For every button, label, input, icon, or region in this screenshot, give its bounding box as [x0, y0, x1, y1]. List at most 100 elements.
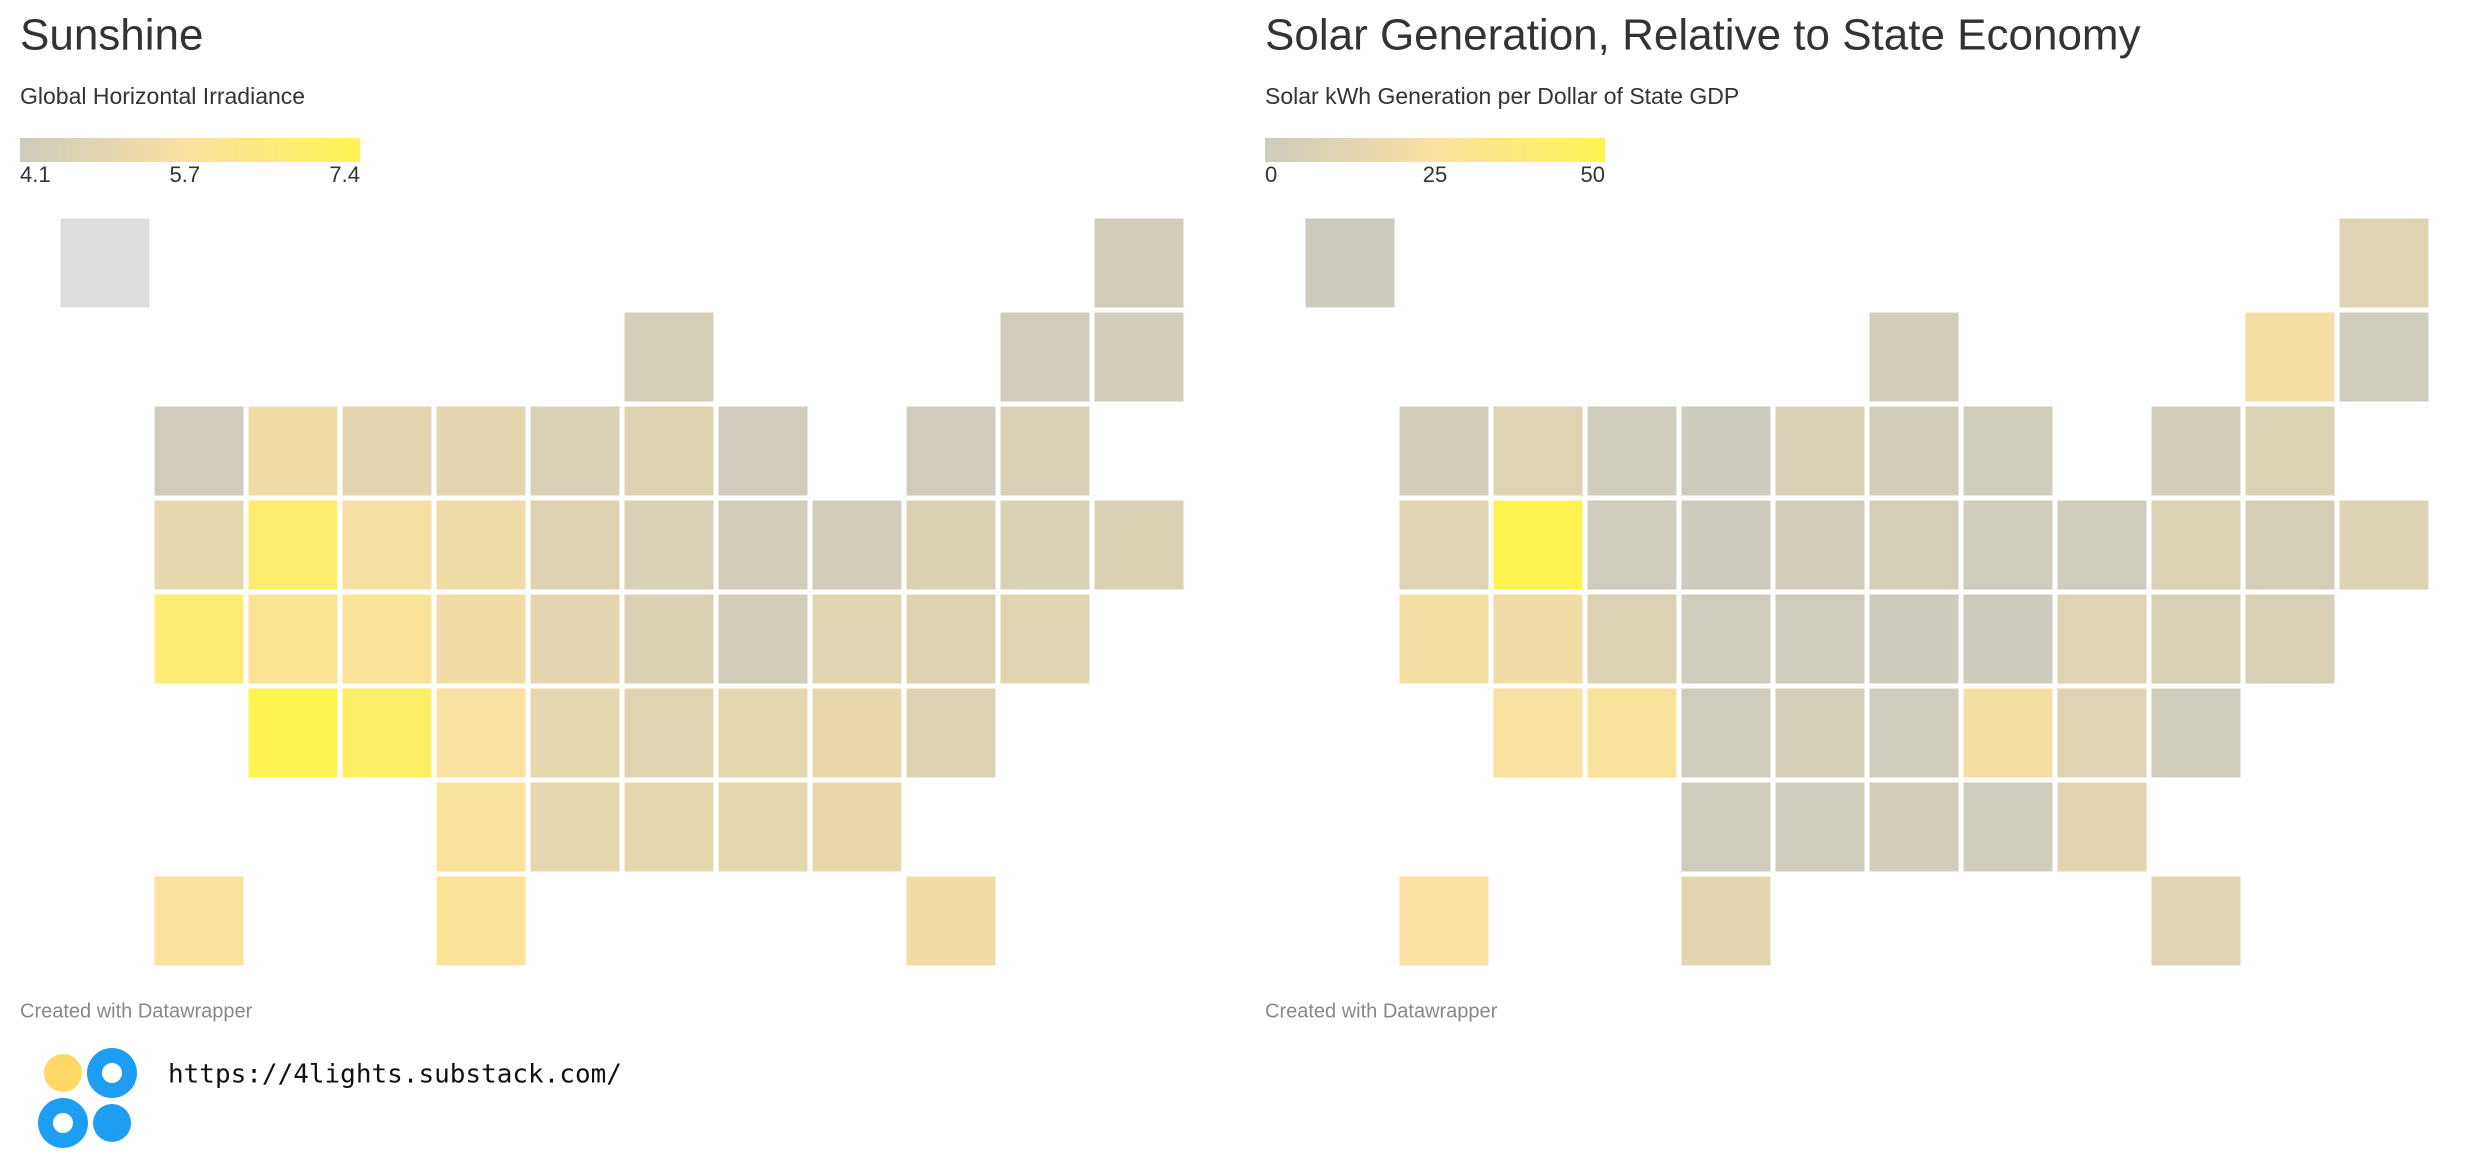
state-tile — [2150, 499, 2242, 591]
state-tile — [1586, 405, 1678, 497]
state-tile — [717, 781, 809, 873]
state-tile — [1680, 593, 1772, 685]
state-tile — [623, 405, 715, 497]
state-tile — [1398, 875, 1490, 967]
state-tile — [435, 593, 527, 685]
state-tile — [717, 593, 809, 685]
state-tile — [1774, 499, 1866, 591]
state-tile — [2056, 593, 2148, 685]
state-tile — [717, 405, 809, 497]
map-subtitle: Solar kWh Generation per Dollar of State… — [1265, 83, 1739, 109]
state-tile — [247, 499, 339, 591]
state-tile — [435, 405, 527, 497]
state-tile — [1586, 687, 1678, 779]
state-tile — [1962, 499, 2054, 591]
state-tile — [247, 405, 339, 497]
state-tile — [435, 781, 527, 873]
logo-dot — [44, 1054, 82, 1092]
state-tile — [1093, 499, 1185, 591]
state-tile — [1774, 405, 1866, 497]
state-tile — [1680, 405, 1772, 497]
legend-bar — [20, 138, 360, 162]
state-tile — [1492, 499, 1584, 591]
state-tile — [1962, 405, 2054, 497]
legend-tick-label: 4.1 — [20, 162, 51, 187]
state-tile — [2244, 405, 2336, 497]
state-tile — [1680, 499, 1772, 591]
state-tile — [1492, 405, 1584, 497]
map-title: Solar Generation, Relative to State Econ… — [1265, 11, 2141, 60]
state-tile — [1680, 781, 1772, 873]
state-tile — [2056, 781, 2148, 873]
state-tile — [59, 217, 151, 309]
state-tile — [435, 875, 527, 967]
state-tile — [435, 687, 527, 779]
state-tile — [1492, 687, 1584, 779]
state-tile — [623, 499, 715, 591]
state-tile — [1774, 781, 1866, 873]
state-tile — [153, 875, 245, 967]
state-tile — [999, 405, 1091, 497]
state-tile — [1868, 781, 1960, 873]
state-tile — [2056, 499, 2148, 591]
state-tile — [529, 593, 621, 685]
state-tile — [1962, 781, 2054, 873]
logo-dot — [53, 1113, 73, 1133]
state-tile — [529, 405, 621, 497]
map-subtitle: Global Horizontal Irradiance — [20, 83, 305, 109]
logo-dot — [93, 1104, 131, 1142]
legend-bar — [1265, 138, 1605, 162]
legend-tick-label: 50 — [1581, 162, 1605, 187]
state-tile — [1868, 687, 1960, 779]
state-tile — [1868, 499, 1960, 591]
state-tile — [1398, 499, 1490, 591]
state-tile — [1304, 217, 1396, 309]
state-tile — [153, 405, 245, 497]
state-tile — [247, 687, 339, 779]
map-title: Sunshine — [20, 11, 203, 60]
state-tile — [2150, 687, 2242, 779]
state-tile — [529, 499, 621, 591]
map-panel: Solar Generation, Relative to State Econ… — [1265, 11, 2430, 1022]
state-tile — [1868, 311, 1960, 403]
state-tile — [1962, 593, 2054, 685]
state-tile — [2244, 593, 2336, 685]
state-tile — [1868, 405, 1960, 497]
state-tile — [1492, 593, 1584, 685]
state-tile — [435, 499, 527, 591]
state-tile — [1586, 499, 1678, 591]
state-tile — [341, 499, 433, 591]
state-tile — [999, 499, 1091, 591]
state-tile — [153, 499, 245, 591]
legend-tick-label: 25 — [1423, 162, 1447, 187]
state-tile — [341, 405, 433, 497]
state-tile — [623, 593, 715, 685]
state-tile — [1868, 593, 1960, 685]
state-tile — [2338, 311, 2430, 403]
credit: Created with Datawrapper — [20, 1000, 253, 1022]
state-tile — [2150, 875, 2242, 967]
state-tile — [811, 687, 903, 779]
state-tile — [623, 311, 715, 403]
state-tile — [1398, 405, 1490, 497]
state-tile — [811, 781, 903, 873]
logo-url[interactable]: https://4lights.substack.com/ — [168, 1060, 622, 1090]
state-tile — [905, 875, 997, 967]
legend-tick-label: 5.7 — [170, 162, 201, 187]
state-tile — [717, 499, 809, 591]
state-tile — [999, 311, 1091, 403]
legend-tick-label: 7.4 — [329, 162, 360, 187]
state-tile — [905, 405, 997, 497]
state-tile — [811, 593, 903, 685]
logo: https://4lights.substack.com/ — [38, 1048, 622, 1148]
state-tile — [1774, 687, 1866, 779]
state-tile — [2056, 687, 2148, 779]
state-tile — [623, 687, 715, 779]
state-tile — [1093, 217, 1185, 309]
state-tile — [999, 593, 1091, 685]
state-tile — [1962, 687, 2054, 779]
state-tile — [1093, 311, 1185, 403]
state-tile — [1774, 593, 1866, 685]
state-tile — [905, 593, 997, 685]
